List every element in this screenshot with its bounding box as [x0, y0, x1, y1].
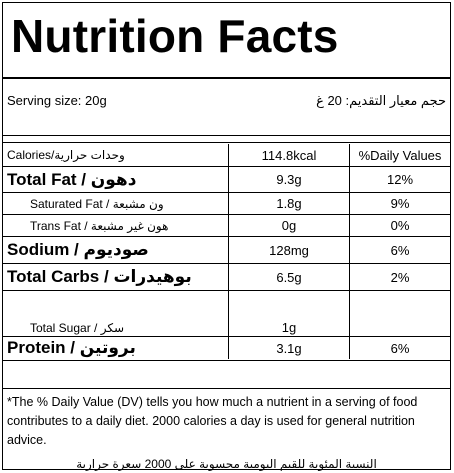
nutrient-label: Saturated Fat / ون مشبعة	[3, 193, 229, 214]
nutrient-amount: 9.3g	[229, 167, 350, 192]
daily-value-footnote-ar: النسبة المئوية للقيم اليومية محسوبة على …	[76, 457, 377, 471]
serving-size-ar: حجم معيار التقديم: 20 غ	[316, 93, 446, 108]
calories-value: 114.8kcal	[229, 144, 350, 166]
nutrient-amount: 6.5g	[229, 264, 350, 290]
serving-size-en: Serving size: 20g	[7, 93, 107, 108]
divider-thin	[3, 388, 450, 389]
nutrient-dv	[350, 291, 450, 336]
nutrient-dv: 6%	[390, 340, 410, 356]
nutrient-dv: 12%	[386, 172, 414, 187]
nutrient-dv: 6%	[390, 242, 410, 258]
table-header-row: Calories/وحدات حرارية 114.8kcal %Daily V…	[3, 144, 450, 166]
daily-values-header: %Daily Values	[358, 147, 442, 163]
nutrient-dv: 0%	[390, 218, 410, 233]
table-row: Total Sugar / سكر 1g	[3, 290, 450, 336]
nutrient-label: Total Carbs / بوهيدرات	[3, 264, 229, 290]
label-title: Nutrition Facts	[11, 10, 339, 62]
nutrient-label: Protein / بروتين	[3, 337, 229, 359]
table-row: Saturated Fat / ون مشبعة 1.8g 9%	[3, 192, 450, 214]
nutrient-amount: 0g	[229, 215, 350, 236]
nutrient-label: Total Fat / دهون	[3, 167, 229, 192]
nutrient-amount: 128mg	[229, 237, 350, 263]
nutrient-amount: 1g	[229, 291, 350, 336]
nutrient-dv: 9%	[390, 196, 410, 211]
nutrient-label: Total Sugar / سكر	[3, 291, 229, 336]
divider-thin	[3, 142, 450, 143]
divider-thick	[3, 77, 450, 79]
nutrient-label: Sodium / صوديوم	[3, 237, 229, 263]
nutrient-amount: 1.8g	[229, 193, 350, 214]
nutrient-table: Calories/وحدات حرارية 114.8kcal %Daily V…	[3, 144, 450, 359]
nutrient-amount: 3.1g	[229, 337, 350, 359]
daily-value-footnote: *The % Daily Value (DV) tells you how mu…	[7, 395, 418, 447]
calories-label: Calories/وحدات حرارية	[3, 144, 229, 166]
divider-thin	[3, 135, 450, 136]
table-row: Trans Fat / هون غير مشبعة 0g 0%	[3, 214, 450, 236]
table-row: Total Carbs / بوهيدرات 6.5g 2%	[3, 263, 450, 290]
table-row: Protein / بروتين 3.1g 6%	[3, 336, 450, 359]
table-row: Total Fat / دهون 9.3g 12%	[3, 166, 450, 192]
table-row: Sodium / صوديوم 128mg 6%	[3, 236, 450, 263]
nutrient-dv: 2%	[390, 269, 410, 285]
divider-thin	[3, 360, 450, 361]
nutrient-label: Trans Fat / هون غير مشبعة	[3, 215, 229, 236]
